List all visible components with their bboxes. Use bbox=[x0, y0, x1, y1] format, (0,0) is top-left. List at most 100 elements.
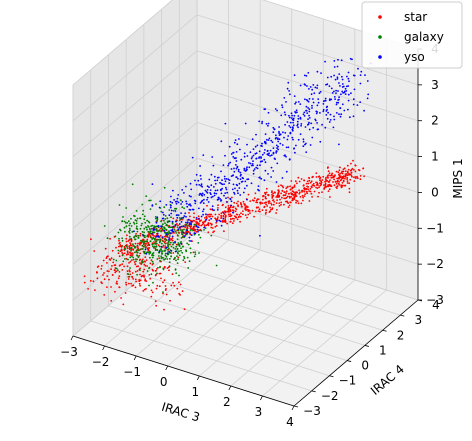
yso-point bbox=[322, 103, 325, 105]
star-point bbox=[176, 223, 178, 225]
yso-point bbox=[317, 101, 320, 104]
yso-point bbox=[307, 100, 310, 103]
star-point bbox=[346, 171, 349, 174]
yso-point bbox=[308, 114, 310, 117]
yso-point bbox=[307, 123, 310, 125]
galaxy-point bbox=[170, 255, 173, 258]
galaxy-point bbox=[170, 252, 173, 255]
star-point bbox=[246, 216, 248, 219]
galaxy-point bbox=[181, 206, 184, 209]
galaxy-point bbox=[141, 244, 144, 247]
star-point bbox=[115, 246, 117, 249]
star-point bbox=[348, 172, 350, 175]
galaxy-point bbox=[172, 246, 175, 249]
yso-point bbox=[316, 87, 318, 89]
yso-point bbox=[304, 126, 307, 128]
star-point bbox=[126, 247, 129, 250]
yso-point bbox=[259, 160, 262, 163]
yso-point bbox=[155, 221, 158, 224]
star-point bbox=[152, 246, 155, 249]
galaxy-point bbox=[176, 251, 179, 254]
star-point bbox=[345, 173, 348, 175]
yso-point bbox=[268, 137, 271, 140]
yso-point bbox=[237, 168, 240, 171]
yso-point bbox=[246, 184, 248, 187]
galaxy-point bbox=[148, 284, 150, 287]
star-point bbox=[313, 190, 316, 193]
star-point bbox=[289, 188, 292, 191]
galaxy-point bbox=[129, 267, 132, 269]
galaxy-point bbox=[163, 206, 166, 209]
yso-point bbox=[306, 99, 309, 102]
yso-point bbox=[228, 182, 231, 185]
yso-point bbox=[196, 228, 199, 231]
y-grid-floor bbox=[143, 275, 365, 346]
yso-point bbox=[316, 104, 319, 107]
galaxy-point bbox=[148, 199, 151, 202]
star-point bbox=[308, 190, 310, 192]
yso-point bbox=[200, 200, 203, 203]
yso-point bbox=[236, 143, 239, 146]
yso-point bbox=[230, 168, 233, 170]
star-point bbox=[349, 169, 352, 172]
star-point bbox=[293, 186, 296, 188]
star-point bbox=[277, 189, 280, 192]
yso-point bbox=[278, 130, 280, 133]
star-point bbox=[122, 303, 125, 306]
yso-point bbox=[314, 118, 317, 121]
x-axis-label: IRAC 3 bbox=[160, 400, 202, 425]
yso-point bbox=[197, 226, 200, 229]
galaxy-point bbox=[172, 241, 175, 244]
yso-point bbox=[299, 133, 302, 136]
galaxy-point bbox=[167, 245, 170, 248]
yso-point bbox=[219, 198, 222, 200]
yso-point bbox=[190, 188, 193, 191]
star-point bbox=[159, 227, 162, 230]
yso-point bbox=[267, 122, 270, 125]
yso-point bbox=[246, 166, 248, 169]
star-point bbox=[139, 284, 142, 287]
legend-star-label: star bbox=[404, 10, 427, 24]
yso-point bbox=[197, 230, 199, 233]
star-point bbox=[277, 193, 279, 196]
yso-point bbox=[161, 236, 164, 239]
star-point bbox=[341, 172, 344, 175]
yso-point bbox=[145, 252, 148, 255]
star-point bbox=[137, 265, 140, 268]
yso-point bbox=[243, 152, 246, 155]
star-point bbox=[242, 210, 244, 213]
star-point bbox=[353, 180, 356, 183]
yso-point bbox=[277, 138, 279, 141]
star-point bbox=[312, 182, 315, 185]
yso-point bbox=[288, 114, 290, 117]
star-point bbox=[265, 209, 267, 212]
yso-point bbox=[342, 85, 345, 88]
galaxy-point bbox=[155, 240, 157, 243]
galaxy-point bbox=[183, 228, 185, 231]
star-point bbox=[344, 177, 346, 180]
star-point bbox=[198, 229, 201, 232]
star-point bbox=[350, 171, 353, 174]
galaxy-point bbox=[149, 256, 151, 259]
star-point bbox=[111, 274, 114, 276]
yso-point bbox=[174, 250, 177, 253]
yso-point bbox=[270, 166, 273, 169]
yso-point bbox=[222, 164, 225, 167]
yso-point bbox=[297, 138, 300, 141]
yso-point bbox=[286, 121, 289, 123]
galaxy-point bbox=[117, 249, 120, 252]
yso-point bbox=[336, 65, 339, 68]
star-point bbox=[118, 242, 121, 245]
galaxy-point bbox=[162, 268, 165, 271]
yso-point bbox=[239, 175, 242, 177]
star-point bbox=[328, 188, 331, 191]
galaxy-point bbox=[122, 260, 125, 263]
star-point bbox=[131, 252, 134, 255]
star-point bbox=[186, 219, 189, 221]
star-point bbox=[339, 172, 342, 175]
galaxy-point bbox=[172, 209, 175, 212]
star-point bbox=[164, 289, 167, 291]
galaxy-point bbox=[162, 228, 164, 231]
star-point bbox=[325, 176, 327, 179]
yso-point bbox=[228, 179, 231, 182]
